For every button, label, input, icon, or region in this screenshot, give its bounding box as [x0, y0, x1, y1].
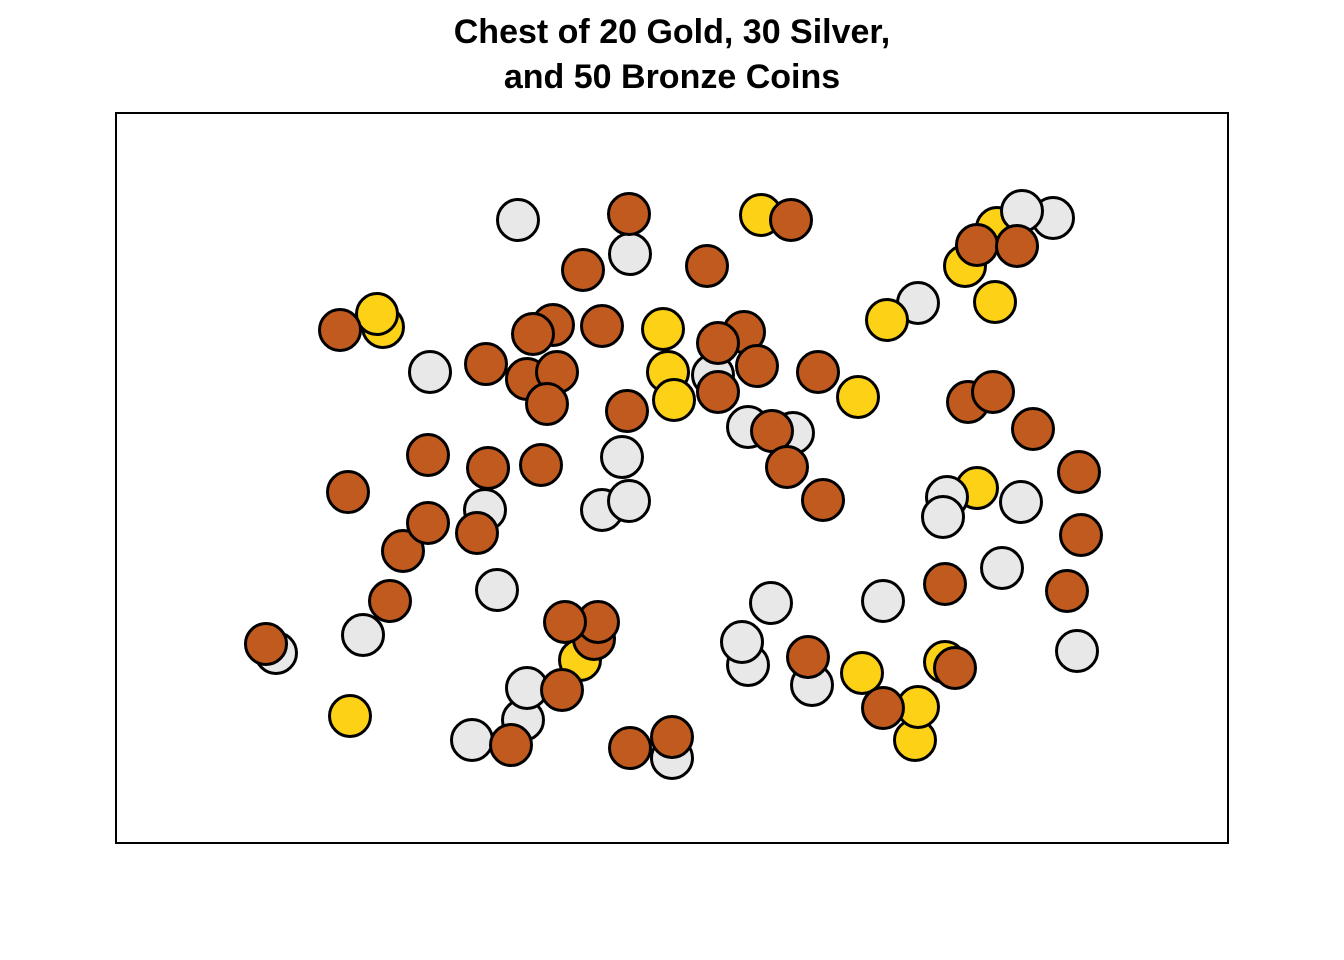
coin-bronze: [971, 370, 1015, 414]
coin-bronze: [607, 192, 651, 236]
coins-group: [244, 189, 1103, 780]
coin-bronze: [511, 312, 555, 356]
coin-gold: [328, 694, 372, 738]
coin-bronze: [466, 446, 510, 490]
coin-bronze: [464, 342, 508, 386]
coin-silver: [450, 718, 494, 762]
coin-bronze: [955, 223, 999, 267]
coin-bronze: [735, 344, 779, 388]
coin-silver: [607, 479, 651, 523]
coin-bronze: [765, 445, 809, 489]
coin-gold: [836, 375, 880, 419]
coin-bronze: [796, 350, 840, 394]
coin-gold: [865, 298, 909, 342]
coin-bronze: [1011, 407, 1055, 451]
coin-silver: [999, 480, 1043, 524]
coin-bronze: [368, 579, 412, 623]
coin-silver: [1055, 629, 1099, 673]
coin-silver: [341, 613, 385, 657]
coin-silver: [921, 495, 965, 539]
coin-bronze: [326, 470, 370, 514]
coin-bronze: [608, 726, 652, 770]
coin-bronze: [525, 382, 569, 426]
coin-silver: [861, 579, 905, 623]
chart-title-line1: Chest of 20 Gold, 30 Silver,: [453, 13, 891, 51]
coin-bronze: [861, 686, 905, 730]
coin-bronze: [769, 198, 813, 242]
coin-bronze: [1057, 450, 1101, 494]
coin-bronze: [801, 478, 845, 522]
coin-bronze: [455, 511, 499, 555]
coin-gold: [973, 280, 1017, 324]
coin-bronze: [995, 224, 1039, 268]
coin-gold: [652, 378, 696, 422]
coin-silver: [496, 198, 540, 242]
coin-bronze: [650, 715, 694, 759]
coin-bronze: [1045, 569, 1089, 613]
coin-bronze: [381, 529, 425, 573]
coin-gold: [840, 651, 884, 695]
coin-bronze: [696, 370, 740, 414]
coin-silver: [475, 568, 519, 612]
coin-bronze: [605, 389, 649, 433]
coin-gold: [355, 292, 399, 336]
coin-silver: [608, 232, 652, 276]
coin-silver: [600, 435, 644, 479]
coin-bronze: [244, 622, 288, 666]
coin-bronze: [519, 443, 563, 487]
coin-silver: [720, 620, 764, 664]
coin-silver: [408, 350, 452, 394]
coin-bronze: [1059, 513, 1103, 557]
chart-title-line2: and 50 Bronze Coins: [503, 58, 841, 96]
coin-gold: [641, 307, 685, 351]
coin-bronze: [923, 562, 967, 606]
coin-bronze: [540, 668, 584, 712]
coin-bronze: [489, 723, 533, 767]
coin-bronze: [318, 308, 362, 352]
coin-bronze: [561, 248, 605, 292]
chart-title: Chest of 20 Gold, 30 Silver, and 50 Bron…: [116, 10, 1228, 100]
coin-silver: [980, 546, 1024, 590]
coin-bronze: [543, 600, 587, 644]
coin-bronze: [406, 501, 450, 545]
coin-bronze: [685, 244, 729, 288]
coin-bronze: [933, 646, 977, 690]
coin-silver: [749, 581, 793, 625]
coin-bronze: [406, 433, 450, 477]
coin-bronze: [786, 635, 830, 679]
coin-bronze: [580, 304, 624, 348]
coin-bronze: [696, 321, 740, 365]
